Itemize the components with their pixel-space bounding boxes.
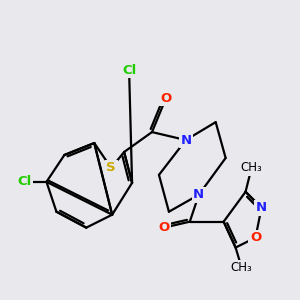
Text: CH₃: CH₃ bbox=[231, 261, 252, 274]
Text: N: N bbox=[180, 134, 191, 146]
Text: S: S bbox=[106, 161, 116, 174]
Text: O: O bbox=[158, 221, 169, 234]
Text: N: N bbox=[256, 201, 267, 214]
Text: Cl: Cl bbox=[122, 64, 136, 77]
Text: Cl: Cl bbox=[17, 176, 32, 188]
Text: CH₃: CH₃ bbox=[241, 161, 262, 174]
Text: O: O bbox=[160, 92, 172, 105]
Text: O: O bbox=[250, 231, 261, 244]
Text: N: N bbox=[193, 188, 204, 201]
